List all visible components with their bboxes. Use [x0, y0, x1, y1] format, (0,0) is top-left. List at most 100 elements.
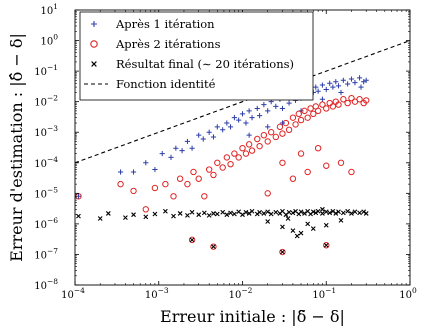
point-circle	[190, 168, 197, 176]
series-2	[76, 206, 369, 255]
point-plus	[189, 145, 195, 151]
point-circle	[201, 193, 208, 200]
point-circle	[170, 193, 177, 200]
point-circle	[267, 129, 275, 136]
point-x	[265, 209, 271, 215]
point-circle	[254, 135, 261, 143]
point-plus	[214, 124, 220, 130]
point-x	[196, 212, 202, 218]
point-plus	[152, 166, 158, 173]
point-circle	[256, 142, 263, 150]
point-plus	[231, 115, 237, 121]
point-circle	[304, 114, 311, 121]
point-x	[243, 209, 249, 215]
point-circle	[248, 147, 256, 154]
point-circle	[231, 150, 238, 157]
point-x	[76, 213, 81, 219]
point-circle	[279, 248, 286, 256]
x-axis-title: Erreur initiale : |δ̃ − δ|	[160, 307, 345, 326]
point-x	[280, 249, 285, 255]
point-x	[185, 212, 190, 218]
point-x	[231, 211, 237, 217]
point-x	[285, 216, 291, 221]
point-x	[249, 208, 255, 214]
legend-entry: Après 2 itérations	[90, 37, 221, 51]
point-plus	[356, 75, 363, 81]
point-plus	[363, 77, 369, 83]
point-plus	[168, 154, 174, 160]
point-circle	[219, 164, 226, 171]
point-x	[302, 211, 307, 216]
point-plus	[319, 82, 326, 88]
point-x	[228, 210, 233, 216]
point-x	[290, 228, 296, 234]
point-plus	[273, 103, 279, 109]
point-circle	[307, 105, 314, 112]
point-circle	[282, 119, 290, 127]
point-circle	[272, 133, 280, 141]
point-x	[143, 214, 149, 220]
point-plus	[261, 102, 267, 108]
point-circle	[279, 130, 286, 137]
point-circle	[326, 99, 333, 107]
point-circle	[363, 97, 370, 104]
point-circle	[264, 138, 271, 145]
point-plus	[220, 127, 226, 133]
point-plus	[224, 120, 230, 126]
legend-entry: Après 1 itération	[91, 17, 215, 31]
point-x	[211, 244, 216, 250]
point-x	[206, 212, 212, 218]
point-x	[333, 211, 339, 216]
point-plus	[173, 145, 179, 151]
point-circle	[205, 166, 213, 173]
point-circle	[323, 162, 330, 169]
point-circle	[176, 175, 184, 182]
point-x	[123, 215, 128, 221]
point-circle	[289, 175, 297, 182]
point-x	[286, 209, 292, 215]
point-x	[320, 206, 325, 212]
point-x	[298, 230, 304, 236]
point-circle	[188, 236, 196, 244]
point-plus	[279, 120, 286, 126]
point-x	[214, 211, 220, 217]
legend-box	[79, 11, 314, 101]
point-x	[310, 226, 316, 232]
point-plus	[246, 132, 252, 138]
point-x	[240, 212, 245, 218]
point-circle	[242, 150, 250, 157]
point-x	[261, 211, 267, 216]
legend-label: Fonction identité	[116, 77, 216, 91]
point-x	[257, 209, 262, 215]
point-x	[340, 210, 346, 216]
point-circle	[239, 144, 246, 152]
point-x	[280, 208, 285, 214]
point-plus	[335, 83, 342, 89]
point-plus	[345, 81, 351, 87]
point-plus	[243, 120, 249, 126]
point-x	[211, 211, 216, 216]
point-circle	[348, 168, 355, 176]
point-circle	[344, 99, 351, 107]
legend-x-swatch	[91, 61, 97, 67]
point-circle	[210, 243, 217, 250]
point-plus	[200, 136, 206, 142]
point-circle	[310, 110, 317, 118]
point-plus	[338, 89, 344, 96]
point-circle	[335, 101, 342, 108]
point-circle	[289, 114, 297, 121]
point-x	[323, 242, 329, 248]
identity-line	[75, 40, 410, 164]
point-circle	[227, 160, 234, 168]
point-x	[310, 209, 316, 215]
point-circle	[329, 103, 337, 110]
point-circle	[117, 180, 124, 188]
point-circle	[314, 107, 322, 115]
point-x	[357, 210, 362, 216]
point-plus	[254, 105, 260, 112]
point-plus	[323, 86, 329, 93]
point-circle	[245, 141, 253, 148]
point-x	[361, 209, 367, 215]
point-x	[320, 211, 325, 216]
